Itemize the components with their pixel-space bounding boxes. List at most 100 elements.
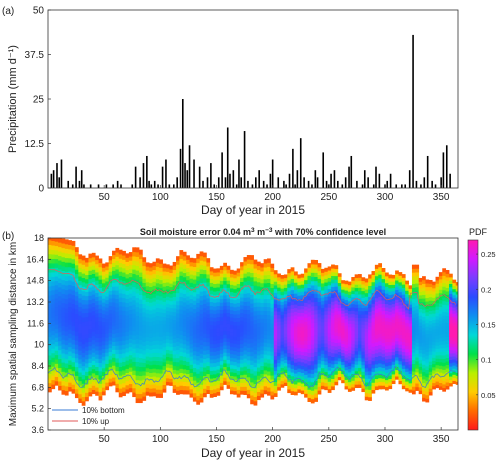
- pdf-cell: [374, 316, 379, 321]
- pdf-cell: [88, 366, 93, 372]
- pdf-cell: [435, 293, 440, 297]
- pdf-cell: [358, 364, 362, 368]
- pdf-cell: [324, 282, 329, 287]
- pdf-cell: [327, 296, 332, 301]
- pdf-cell: [449, 286, 453, 291]
- pdf-cell: [277, 349, 281, 353]
- pdf-cell: [54, 271, 59, 277]
- pdf-cell: [51, 352, 56, 358]
- pdf-cell: [300, 301, 305, 306]
- pdf-cell: [310, 356, 315, 362]
- pdf-cell: [438, 365, 443, 370]
- pdf-cell: [449, 339, 453, 344]
- pdf-cell: [98, 337, 103, 343]
- pdf-cell: [138, 357, 143, 363]
- pdf-cell: [401, 311, 406, 315]
- pdf-cell: [206, 309, 211, 315]
- pdf-cell: [138, 281, 143, 287]
- pdf-cell: [206, 353, 211, 359]
- pdf-cell: [61, 366, 66, 372]
- pdf-cell: [135, 302, 140, 308]
- pdf-cell: [371, 335, 376, 340]
- pdf-cell: [304, 329, 308, 334]
- pdf-cell: [351, 297, 356, 301]
- pdf-cell: [48, 258, 52, 264]
- pdf-cell: [270, 291, 275, 296]
- pdf-cell: [122, 280, 126, 286]
- pdf-cell: [395, 328, 399, 332]
- pdf-cell: [85, 262, 89, 267]
- pdf-cell: [81, 286, 86, 292]
- pdf-cell: [395, 369, 399, 374]
- pdf-cell: [176, 317, 180, 322]
- pdf-cell: [435, 338, 440, 343]
- pdf-cell: [101, 321, 106, 326]
- pdf-cell: [149, 341, 153, 346]
- pdf-cell: [51, 366, 56, 372]
- pdf-cell: [415, 323, 420, 328]
- pdf-cell: [182, 314, 187, 320]
- pdf-cell: [331, 363, 335, 368]
- pdf-cell: [138, 326, 143, 332]
- pdf-cell: [118, 249, 123, 255]
- pdf-cell: [442, 308, 447, 313]
- pdf-cell: [240, 289, 244, 294]
- pdf-cell: [398, 370, 403, 375]
- pdf-cell: [371, 342, 376, 347]
- pdf-cell: [182, 343, 187, 349]
- pdf-cell: [422, 305, 426, 310]
- pdf-cell: [263, 322, 268, 327]
- precip-bar: [193, 159, 195, 188]
- pdf-cell: [432, 366, 436, 371]
- pdf-cell: [108, 340, 113, 345]
- pdf-cell: [172, 315, 177, 320]
- pdf-cell: [125, 376, 130, 382]
- pdf-cell: [398, 367, 403, 372]
- pdf-cell: [418, 356, 423, 361]
- pdf-cell: [361, 324, 366, 329]
- pdf-cell: [384, 372, 389, 377]
- pdf-cell: [455, 366, 458, 370]
- pdf-cell: [381, 332, 386, 336]
- pdf-cell: [165, 342, 170, 347]
- pdf-cell: [122, 250, 126, 256]
- pdf-cell: [213, 362, 217, 367]
- pdf-cell: [159, 385, 163, 390]
- pdf-cell: [415, 335, 420, 340]
- pdf-cell: [307, 291, 312, 297]
- pdf-cell: [58, 331, 62, 337]
- pdf-cell: [438, 330, 443, 335]
- pdf-cell: [91, 360, 96, 366]
- pdf-cell: [135, 329, 140, 335]
- pdf-cell: [128, 359, 133, 364]
- pdf-cell: [277, 276, 281, 281]
- pdf-cell: [445, 333, 450, 337]
- pdf-cell: [162, 354, 167, 359]
- pdf-cell: [91, 273, 96, 279]
- pdf-cell: [381, 342, 386, 347]
- pdf-cell: [405, 342, 409, 346]
- pdf-cell: [91, 352, 96, 357]
- pdf-cell: [277, 287, 281, 292]
- pdf-cell: [361, 300, 366, 305]
- pdf-cell: [145, 274, 150, 279]
- pdf-cell: [310, 268, 315, 273]
- pdf-cell: [58, 255, 62, 261]
- pdf-cell: [418, 298, 423, 303]
- pdf-cell: [152, 336, 157, 342]
- pdf-cell: [118, 336, 123, 342]
- pdf-cell: [449, 356, 453, 361]
- pdf-cell: [48, 304, 52, 310]
- precip-bar: [157, 184, 159, 188]
- pdf-cell: [61, 343, 66, 349]
- pdf-cell: [256, 387, 261, 392]
- pdf-cell: [223, 363, 227, 368]
- pdf-cell: [364, 289, 369, 294]
- pdf-cell: [401, 365, 406, 369]
- pdf-cell: [361, 351, 366, 356]
- pdf-cell: [199, 295, 204, 301]
- pdf-cell: [145, 297, 150, 302]
- pdf-cell: [260, 278, 265, 284]
- pdf-cell: [294, 344, 298, 349]
- precip-bar: [311, 184, 313, 188]
